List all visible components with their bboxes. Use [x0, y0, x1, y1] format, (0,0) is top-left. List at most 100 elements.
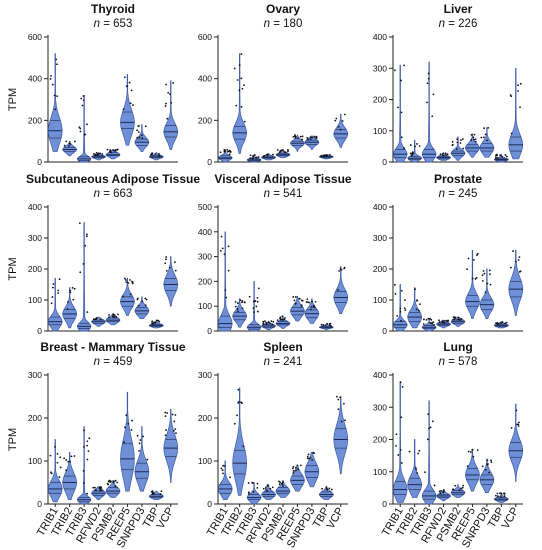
outlier-dot: [113, 314, 116, 316]
outlier-dot: [344, 113, 346, 116]
outlier-dot: [291, 467, 294, 470]
outlier-dot: [321, 487, 323, 490]
outlier-dot: [414, 288, 416, 291]
outlier-dot: [411, 151, 414, 154]
outlier-dot: [428, 427, 430, 430]
outlier-dot: [515, 409, 518, 412]
panel-visceral-adipose-tissue: Visceral Adipose Tissue n = 541 0 100 200 300…: [198, 172, 352, 336]
outlier-dot: [284, 317, 286, 319]
outlier-dot: [517, 90, 519, 92]
outlier-dot: [81, 104, 84, 107]
y-tick-label: 400: [373, 370, 387, 380]
outlier-dot: [229, 476, 231, 479]
outlier-dot: [459, 142, 462, 144]
outlier-dot: [427, 72, 430, 75]
outlier-dot: [136, 434, 139, 437]
outlier-dot: [234, 305, 237, 308]
outlier-dot: [82, 469, 85, 472]
outlier-dot: [50, 302, 53, 305]
outlier-dot: [505, 321, 508, 324]
outlier-dot: [503, 492, 506, 495]
outlier-dot: [264, 320, 266, 323]
outlier-dot: [443, 321, 446, 324]
outlier-dot: [452, 318, 455, 321]
y-tick-label: 0: [207, 499, 212, 509]
outlier-dot: [166, 412, 169, 414]
outlier-dot: [238, 89, 241, 92]
outlier-dot: [78, 126, 81, 129]
outlier-dot: [137, 125, 140, 128]
outlier-dot: [472, 258, 475, 261]
y-tick-label: 200: [373, 264, 387, 274]
y-tick-label: 300: [373, 63, 387, 73]
outlier-dot: [125, 281, 128, 284]
outlier-dot: [122, 108, 125, 111]
outlier-dot: [488, 471, 490, 474]
outlier-dot: [312, 451, 315, 454]
outlier-dot: [326, 322, 329, 325]
outlier-dot: [324, 324, 327, 327]
outlier-dot: [455, 148, 458, 150]
outlier-dot: [457, 316, 460, 319]
outlier-dot: [85, 233, 88, 236]
outlier-dot: [101, 489, 103, 492]
outlier-dot: [339, 396, 342, 399]
outlier-dot: [226, 149, 229, 151]
outlier-dot: [69, 143, 72, 145]
outlier-dot: [265, 486, 267, 489]
outlier-dot: [297, 468, 299, 471]
sample-size: n = 226: [439, 18, 478, 30]
violin-trib1: [47, 53, 63, 152]
outlier-dot: [151, 320, 154, 323]
outlier-dot: [510, 132, 513, 135]
outlier-dot: [343, 402, 345, 405]
outlier-dot: [517, 84, 519, 87]
outlier-dot: [125, 414, 128, 417]
outlier-dot: [138, 450, 140, 452]
violin-trib3: [76, 94, 92, 163]
outlier-dot: [509, 94, 512, 96]
outlier-dot: [54, 445, 56, 448]
outlier-dot: [519, 106, 521, 109]
outlier-dot: [294, 302, 297, 305]
outlier-dot: [519, 270, 522, 273]
y-tick-label: 300: [198, 252, 212, 262]
outlier-dot: [470, 134, 473, 136]
outlier-dot: [263, 155, 266, 157]
outlier-dot: [58, 476, 61, 478]
violin-trib2: [232, 387, 247, 496]
outlier-dot: [114, 485, 117, 488]
outlier-dot: [219, 250, 222, 252]
outlier-dot: [309, 456, 312, 459]
outlier-dot: [65, 459, 68, 461]
outlier-dot: [99, 318, 102, 321]
outlier-dot: [68, 460, 71, 463]
outlier-dot: [243, 120, 246, 123]
outlier-dot: [337, 398, 340, 401]
violin-trib2: [407, 439, 422, 498]
outlier-dot: [173, 420, 176, 423]
outlier-dot: [165, 102, 167, 105]
outlier-dot: [251, 157, 254, 160]
outlier-dot: [489, 273, 491, 276]
outlier-dot: [266, 485, 269, 488]
outlier-dot: [57, 289, 60, 292]
outlier-dot: [400, 462, 403, 464]
outlier-dot: [112, 313, 115, 316]
outlier-dot: [247, 493, 250, 495]
outlier-dot: [456, 141, 459, 144]
outlier-dot: [219, 151, 222, 154]
y-tick-label: 500: [198, 202, 212, 212]
outlier-dot: [337, 408, 340, 411]
outlier-dot: [56, 461, 59, 464]
outlier-dot: [438, 490, 441, 493]
outlier-dot: [486, 459, 489, 462]
outlier-dot: [240, 77, 243, 80]
outlier-dot: [139, 439, 142, 441]
outlier-dot: [268, 322, 271, 325]
violin-vcp: [163, 80, 179, 150]
outlier-dot: [167, 91, 170, 94]
outlier-dot: [73, 455, 76, 457]
outlier-dot: [128, 81, 131, 84]
